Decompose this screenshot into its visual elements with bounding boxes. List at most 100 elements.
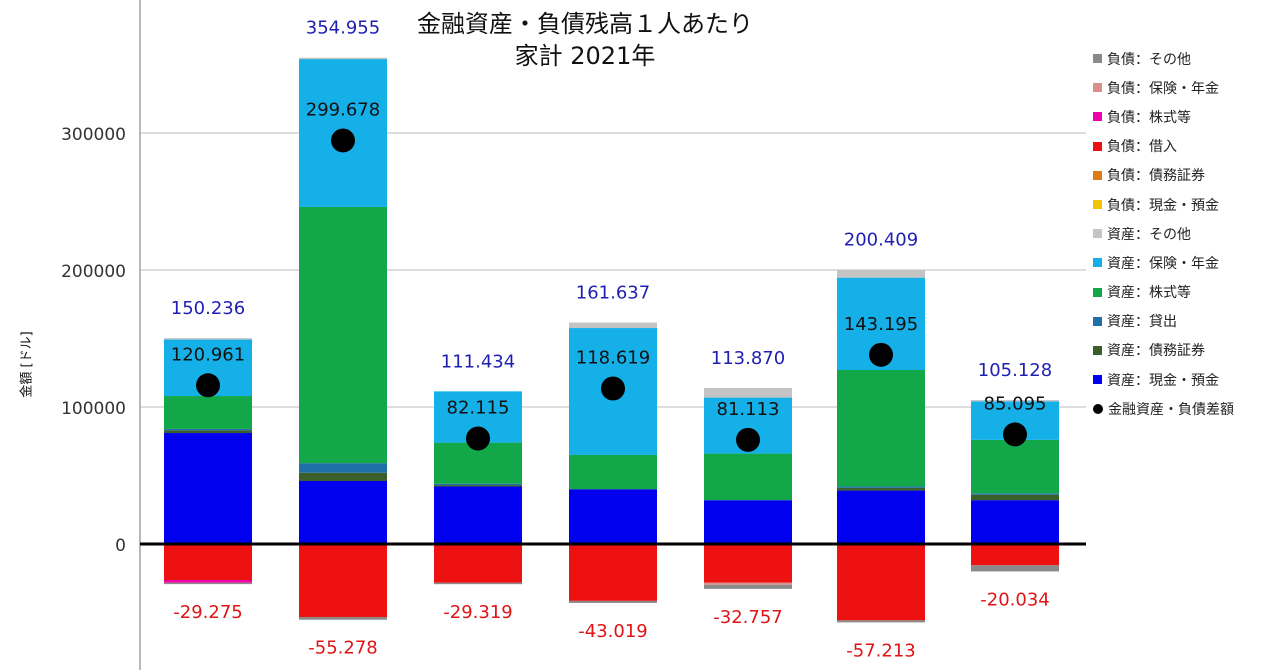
legend-item: 負債：債務証券 [1093,161,1278,190]
net-marker [601,376,625,401]
bar-segment [164,338,252,340]
bar-segment [704,544,792,583]
legend-label: 金融資産・負債差額 [1108,401,1234,418]
bar-segment [299,472,387,481]
legend-swatch [1093,112,1102,122]
legend-swatch [1093,375,1102,385]
asset-total-label: 200.409 [844,229,918,250]
legend-swatch [1093,54,1102,64]
y-tick-label: 200000 [61,262,126,282]
net-value-label: 82.115 [447,398,510,419]
bar-segment [569,600,657,603]
bar-segment [164,396,252,429]
bar-segment [164,430,252,434]
chart-subtitle: 家計 2021年 [514,42,656,70]
legend-label: 資産：現金・預金 [1107,372,1219,389]
legend-item: 資産：貸出 [1093,307,1278,336]
bar-segment [299,57,387,60]
bar-segment [704,453,792,501]
legend-item: 金融資産・負債差額 [1093,394,1278,423]
bar-segment [971,439,1059,494]
legend-label: 負債：債務証券 [1107,168,1205,185]
bar-segment [299,480,387,544]
legend-item: 資産：債務証券 [1093,336,1278,365]
bar-segment [164,428,252,431]
legend-item: 資産：その他 [1093,219,1278,248]
bar-segment [837,486,925,488]
bar-segment [299,544,387,617]
bar-segment [299,616,387,620]
legend-swatch [1093,229,1102,239]
legend-swatch [1093,83,1102,93]
net-value-label: 85.095 [984,393,1047,414]
bar-segment [971,544,1059,566]
legend-swatch [1093,200,1102,210]
bar-segment [434,485,522,487]
bar-segment [299,463,387,473]
net-value-label: 299.678 [306,99,380,120]
legend-label: 負債：現金・預金 [1107,197,1219,214]
bar-segment [569,544,657,601]
bar-segment [837,544,925,621]
bar-segment [837,370,925,487]
legend-item: 負債：現金・預金 [1093,190,1278,219]
legend-swatch [1093,258,1102,268]
bar-segment [837,620,925,623]
bar-segment [704,584,792,589]
y-tick-label: 0 [115,536,126,556]
liability-total-label: -57.213 [846,640,915,661]
bar-segment [164,433,252,544]
bar-segment [164,582,252,585]
legend-swatch [1093,170,1102,180]
legend-label: 負債：その他 [1107,51,1191,68]
bar-segment [434,486,522,544]
bar-segment [434,483,522,486]
bar-segment [569,489,657,544]
legend-item: 負債：保険・年金 [1093,73,1278,102]
net-value-label: 118.619 [576,347,650,368]
legend-label: 負債：株式等 [1107,109,1191,126]
legend-item: 負債：借入 [1093,132,1278,161]
legend-swatch [1093,141,1102,151]
bar-segment [704,387,792,398]
bar-segment [704,582,792,585]
asset-total-label: 111.434 [441,351,515,372]
y-tick-label: 100000 [61,399,126,419]
net-value-label: 120.961 [171,344,245,365]
legend-marker-dot [1093,403,1103,414]
legend-item: 負債：株式等 [1093,102,1278,131]
legend-item: 資産：保険・年金 [1093,248,1278,277]
net-value-label: 143.195 [844,314,918,335]
net-marker [869,342,893,367]
net-marker [736,427,760,452]
bar-segment [971,493,1059,495]
legend-item: 負債：その他 [1093,44,1278,73]
liability-total-label: -43.019 [578,621,647,642]
legend-label: 資産：その他 [1107,226,1191,243]
asset-total-label: 354.955 [306,18,380,39]
legend-label: 負債：保険・年金 [1107,80,1219,97]
bar-segment [434,582,522,585]
legend-label: 資産：保険・年金 [1107,255,1219,272]
legend-label: 負債：借入 [1107,139,1177,156]
liability-total-label: -20.034 [980,589,1049,610]
bar-segment [299,206,387,464]
net-marker [466,426,490,451]
bar-segment [971,494,1059,501]
legend-label: 資産：貸出 [1107,314,1177,331]
asset-total-label: 161.637 [576,283,650,304]
liability-total-label: -29.319 [443,602,512,623]
bar-segment [971,500,1059,544]
y-tick-label: 300000 [61,125,126,145]
legend-label: 資産：債務証券 [1107,343,1205,360]
bar-segment [971,399,1059,402]
bar-segment [434,544,522,583]
legend-swatch [1093,316,1102,326]
bar-segment [569,322,657,329]
net-marker [331,128,355,153]
asset-total-label: 105.128 [978,360,1052,381]
legend-swatch [1093,345,1102,355]
legend-item: 資産：現金・預金 [1093,365,1278,394]
liability-total-label: -32.757 [713,607,782,628]
liability-total-label: -55.278 [308,638,377,659]
